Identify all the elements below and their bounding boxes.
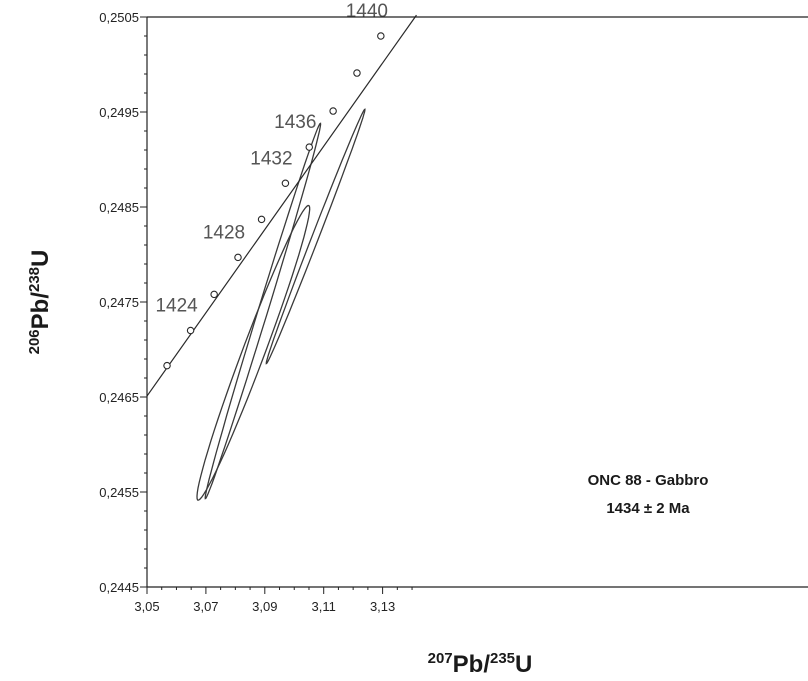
concordia-curve [146, 14, 417, 397]
y-tick-label: 0,2505 [99, 10, 139, 25]
concordia-age-label: 1428 [203, 222, 245, 243]
x-axis-title-mid: 235 [490, 650, 515, 667]
concordia-age-marker [163, 361, 171, 370]
age-annotation-pm: ± [644, 500, 652, 517]
age-annotation-value: 1434 [606, 500, 640, 517]
y-axis-title: 206Pb/238U [26, 250, 54, 355]
y-axis-title-prefix: 206 [26, 329, 43, 354]
concordia-age-marker [281, 179, 290, 188]
x-tick-label: 3,13 [370, 599, 395, 614]
x-tick-label: 3,09 [252, 599, 277, 614]
x-axis-title: 207Pb/235U [428, 650, 533, 678]
concordia-age-labels: 1424 1428 1432 1436 1440 [155, 1, 388, 317]
age-annotation: 1434 ± 2 Ma [606, 500, 690, 517]
error-ellipse [265, 108, 366, 365]
x-tick-label: 3,11 [312, 599, 336, 614]
error-ellipse [204, 122, 322, 500]
concordia-age-marker [234, 253, 242, 262]
concordia-age-marker [305, 143, 314, 151]
error-ellipse [196, 204, 311, 501]
error-ellipses [196, 108, 366, 501]
concordia-age-marker [257, 215, 266, 224]
y-tick-label: 0,2495 [99, 105, 139, 120]
x-tick-label: 3,05 [134, 599, 159, 614]
y-tick-label: 0,2455 [99, 485, 139, 500]
concordia-age-label: 1440 [346, 1, 388, 22]
concordia-age-marker [353, 69, 361, 77]
concordia-line [146, 14, 417, 397]
y-tick-label: 0,2475 [99, 295, 139, 310]
concordia-age-label: 1424 [155, 296, 198, 317]
y-axis-title-main: Pb/ [27, 292, 54, 330]
concordia-age-label: 1436 [274, 112, 316, 133]
concordia-age-label: 1432 [250, 148, 292, 169]
y-tick-label: 0,2485 [99, 200, 139, 215]
tick-labels: 0,2445 0,2455 0,2465 0,2475 0,2485 0,2495 0,25… [99, 10, 395, 614]
x-axis-title-tail: U [515, 651, 532, 678]
x-tick-label: 3,07 [193, 599, 218, 614]
concordia-age-marker [186, 326, 195, 335]
y-axis-title-mid: 238 [26, 267, 43, 292]
y-tick-label: 0,2445 [99, 580, 139, 595]
y-axis-title-tail: U [27, 250, 54, 267]
sample-annotation: ONC 88 - Gabbro [588, 472, 709, 489]
concordia-age-marker [210, 290, 218, 299]
concordia-age-marker [329, 107, 337, 115]
x-axis-title-prefix: 207 [428, 650, 453, 667]
y-tick-label: 0,2465 [99, 390, 139, 405]
concordia-age-marker [377, 32, 385, 40]
x-axis-title-main: Pb/ [453, 651, 491, 678]
age-annotation-error: 2 Ma [656, 500, 690, 517]
